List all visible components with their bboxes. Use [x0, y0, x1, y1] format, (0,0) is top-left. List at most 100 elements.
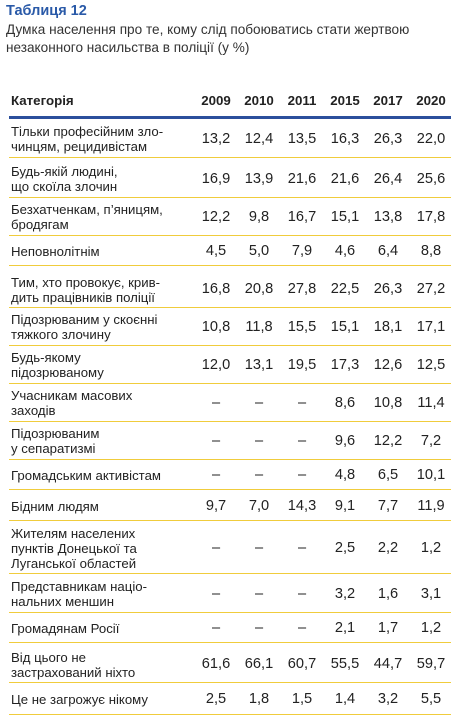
row-category: Підозрюваним у скоєнні тяжкого злочину	[11, 312, 158, 342]
row-value-2015: 16,3	[330, 131, 360, 147]
header-rule	[9, 116, 451, 119]
row-value-2011: 13,5	[287, 131, 317, 147]
row-value-2020: 22,0	[416, 131, 446, 147]
row-value-2009: 4,5	[205, 243, 227, 259]
row-value-2020: 17,1	[416, 319, 446, 335]
row-separator	[9, 520, 451, 521]
row-category: Учасникам масових заходів	[11, 388, 133, 418]
row-value-2017: 10,8	[373, 395, 403, 411]
row-value-2020: 25,6	[416, 171, 446, 187]
row-value-2015: 4,8	[334, 467, 356, 483]
row-separator	[9, 345, 451, 346]
table-row: Громадським активістам – – – 4,8 6,5 10,1	[9, 460, 451, 490]
row-category: Тільки професійним зло-чинцям, рецидивіс…	[11, 124, 164, 154]
row-value-2011: 14,3	[287, 498, 317, 514]
table-row: Жителям населених пунктів Донецької та Луг…	[9, 522, 451, 574]
row-value-2009: –	[211, 620, 221, 636]
row-separator	[9, 682, 451, 683]
row-value-2015: 17,3	[330, 357, 360, 373]
row-category: Підозрюваним у сепаратизмі	[11, 426, 100, 456]
row-value-2010: 20,8	[244, 281, 274, 297]
row-value-2017: 13,8	[373, 209, 403, 225]
row-value-2011: –	[297, 467, 307, 483]
row-value-2011: 21,6	[287, 171, 317, 187]
row-separator	[9, 235, 451, 236]
row-value-2009: –	[211, 586, 221, 602]
row-value-2010: –	[254, 467, 264, 483]
header-year-2020: 2020	[416, 93, 446, 108]
row-value-2010: –	[254, 395, 264, 411]
row-value-2009: 12,2	[201, 209, 231, 225]
row-value-2009: 13,2	[201, 131, 231, 147]
row-value-2009: 16,9	[201, 171, 231, 187]
table-subtitle: Думка населення про те, кому слід побоюв…	[6, 22, 410, 55]
row-value-2009: 9,7	[205, 498, 227, 514]
row-category: Неповнолітнім	[11, 244, 100, 259]
table-row: Тільки професійним зло-чинцям, рецидивіс…	[9, 120, 451, 158]
row-category: Це не загрожує нікому	[11, 692, 148, 707]
row-value-2009: –	[211, 467, 221, 483]
row-value-2010: 66,1	[244, 656, 274, 672]
row-value-2017: 7,7	[377, 498, 399, 514]
row-separator	[9, 642, 451, 643]
row-value-2010: 13,9	[244, 171, 274, 187]
row-value-2010: –	[254, 586, 264, 602]
table-row: Неповнолітнім 4,5 5,0 7,9 4,6 6,4 8,8	[9, 236, 451, 266]
header-year-2015: 2015	[330, 93, 360, 108]
row-value-2010: –	[254, 620, 264, 636]
row-value-2009: 12,0	[201, 357, 231, 373]
table-row: Від цього не застрахований ніхто 61,6 66,1 6…	[9, 646, 451, 683]
header-year-2017: 2017	[373, 93, 403, 108]
row-value-2020: 1,2	[420, 540, 442, 556]
row-value-2017: 6,5	[377, 467, 399, 483]
row-value-2020: 7,2	[420, 433, 442, 449]
row-value-2020: 10,1	[416, 467, 446, 483]
row-value-2015: 15,1	[330, 209, 360, 225]
row-value-2011: 16,7	[287, 209, 317, 225]
table-row: Безхатченкам, п’яницям, бродягам 12,2 9,8 16…	[9, 198, 451, 236]
table-row: Представникам націо-нальних меншин – – – 3,2…	[9, 575, 451, 613]
header-year-2010: 2010	[244, 93, 274, 108]
row-value-2010: –	[254, 433, 264, 449]
row-value-2020: 8,8	[420, 243, 442, 259]
row-category: Жителям населених пунктів Донецької та Луг…	[11, 526, 137, 571]
row-value-2020: 17,8	[416, 209, 446, 225]
row-value-2009: 10,8	[201, 319, 231, 335]
table-row: Бідним людям 9,7 7,0 14,3 9,1 7,7 11,9	[9, 491, 451, 521]
row-value-2020: 11,9	[417, 498, 445, 514]
row-separator	[9, 714, 451, 715]
table-row: Громадянам Росії – – – 2,1 1,7 1,2	[9, 613, 451, 643]
row-separator	[9, 459, 451, 460]
row-separator	[9, 157, 451, 158]
row-separator	[9, 421, 451, 422]
row-value-2015: 3,2	[334, 586, 356, 602]
row-value-2017: 26,3	[373, 131, 403, 147]
table-row: Підозрюваним у сепаратизмі – – – 9,6 12,2 7,2	[9, 422, 451, 460]
row-separator	[9, 307, 451, 308]
row-value-2017: 44,7	[373, 656, 403, 672]
table-title: Таблиця 12	[6, 3, 87, 19]
row-value-2011: –	[297, 586, 307, 602]
row-value-2015: 2,1	[334, 620, 356, 636]
row-value-2011: –	[297, 540, 307, 556]
row-value-2017: 12,2	[373, 433, 403, 449]
row-value-2015: 22,5	[330, 281, 360, 297]
table-row: Учасникам масових заходів – – – 8,6 10,8 11,4	[9, 384, 451, 422]
row-category: Тим, хто провокує, крив-дить працівників…	[11, 275, 161, 305]
row-category: Безхатченкам, п’яницям, бродягам	[11, 202, 163, 232]
row-category: Громадянам Росії	[11, 621, 120, 636]
row-value-2015: 1,4	[334, 691, 356, 707]
row-value-2010: –	[254, 540, 264, 556]
row-value-2015: 4,6	[334, 243, 356, 259]
row-category: Представникам націо-нальних меншин	[11, 579, 147, 609]
row-value-2011: –	[297, 433, 307, 449]
row-value-2015: 55,5	[330, 656, 360, 672]
table-row: Тим, хто провокує, крив-дить працівників…	[9, 271, 451, 308]
row-separator	[9, 383, 451, 384]
row-separator	[9, 197, 451, 198]
header-category: Категорія	[11, 93, 74, 108]
row-value-2011: –	[297, 620, 307, 636]
row-value-2011: 1,5	[291, 691, 313, 707]
row-value-2011: 27,8	[287, 281, 317, 297]
row-value-2010: 7,0	[248, 498, 270, 514]
